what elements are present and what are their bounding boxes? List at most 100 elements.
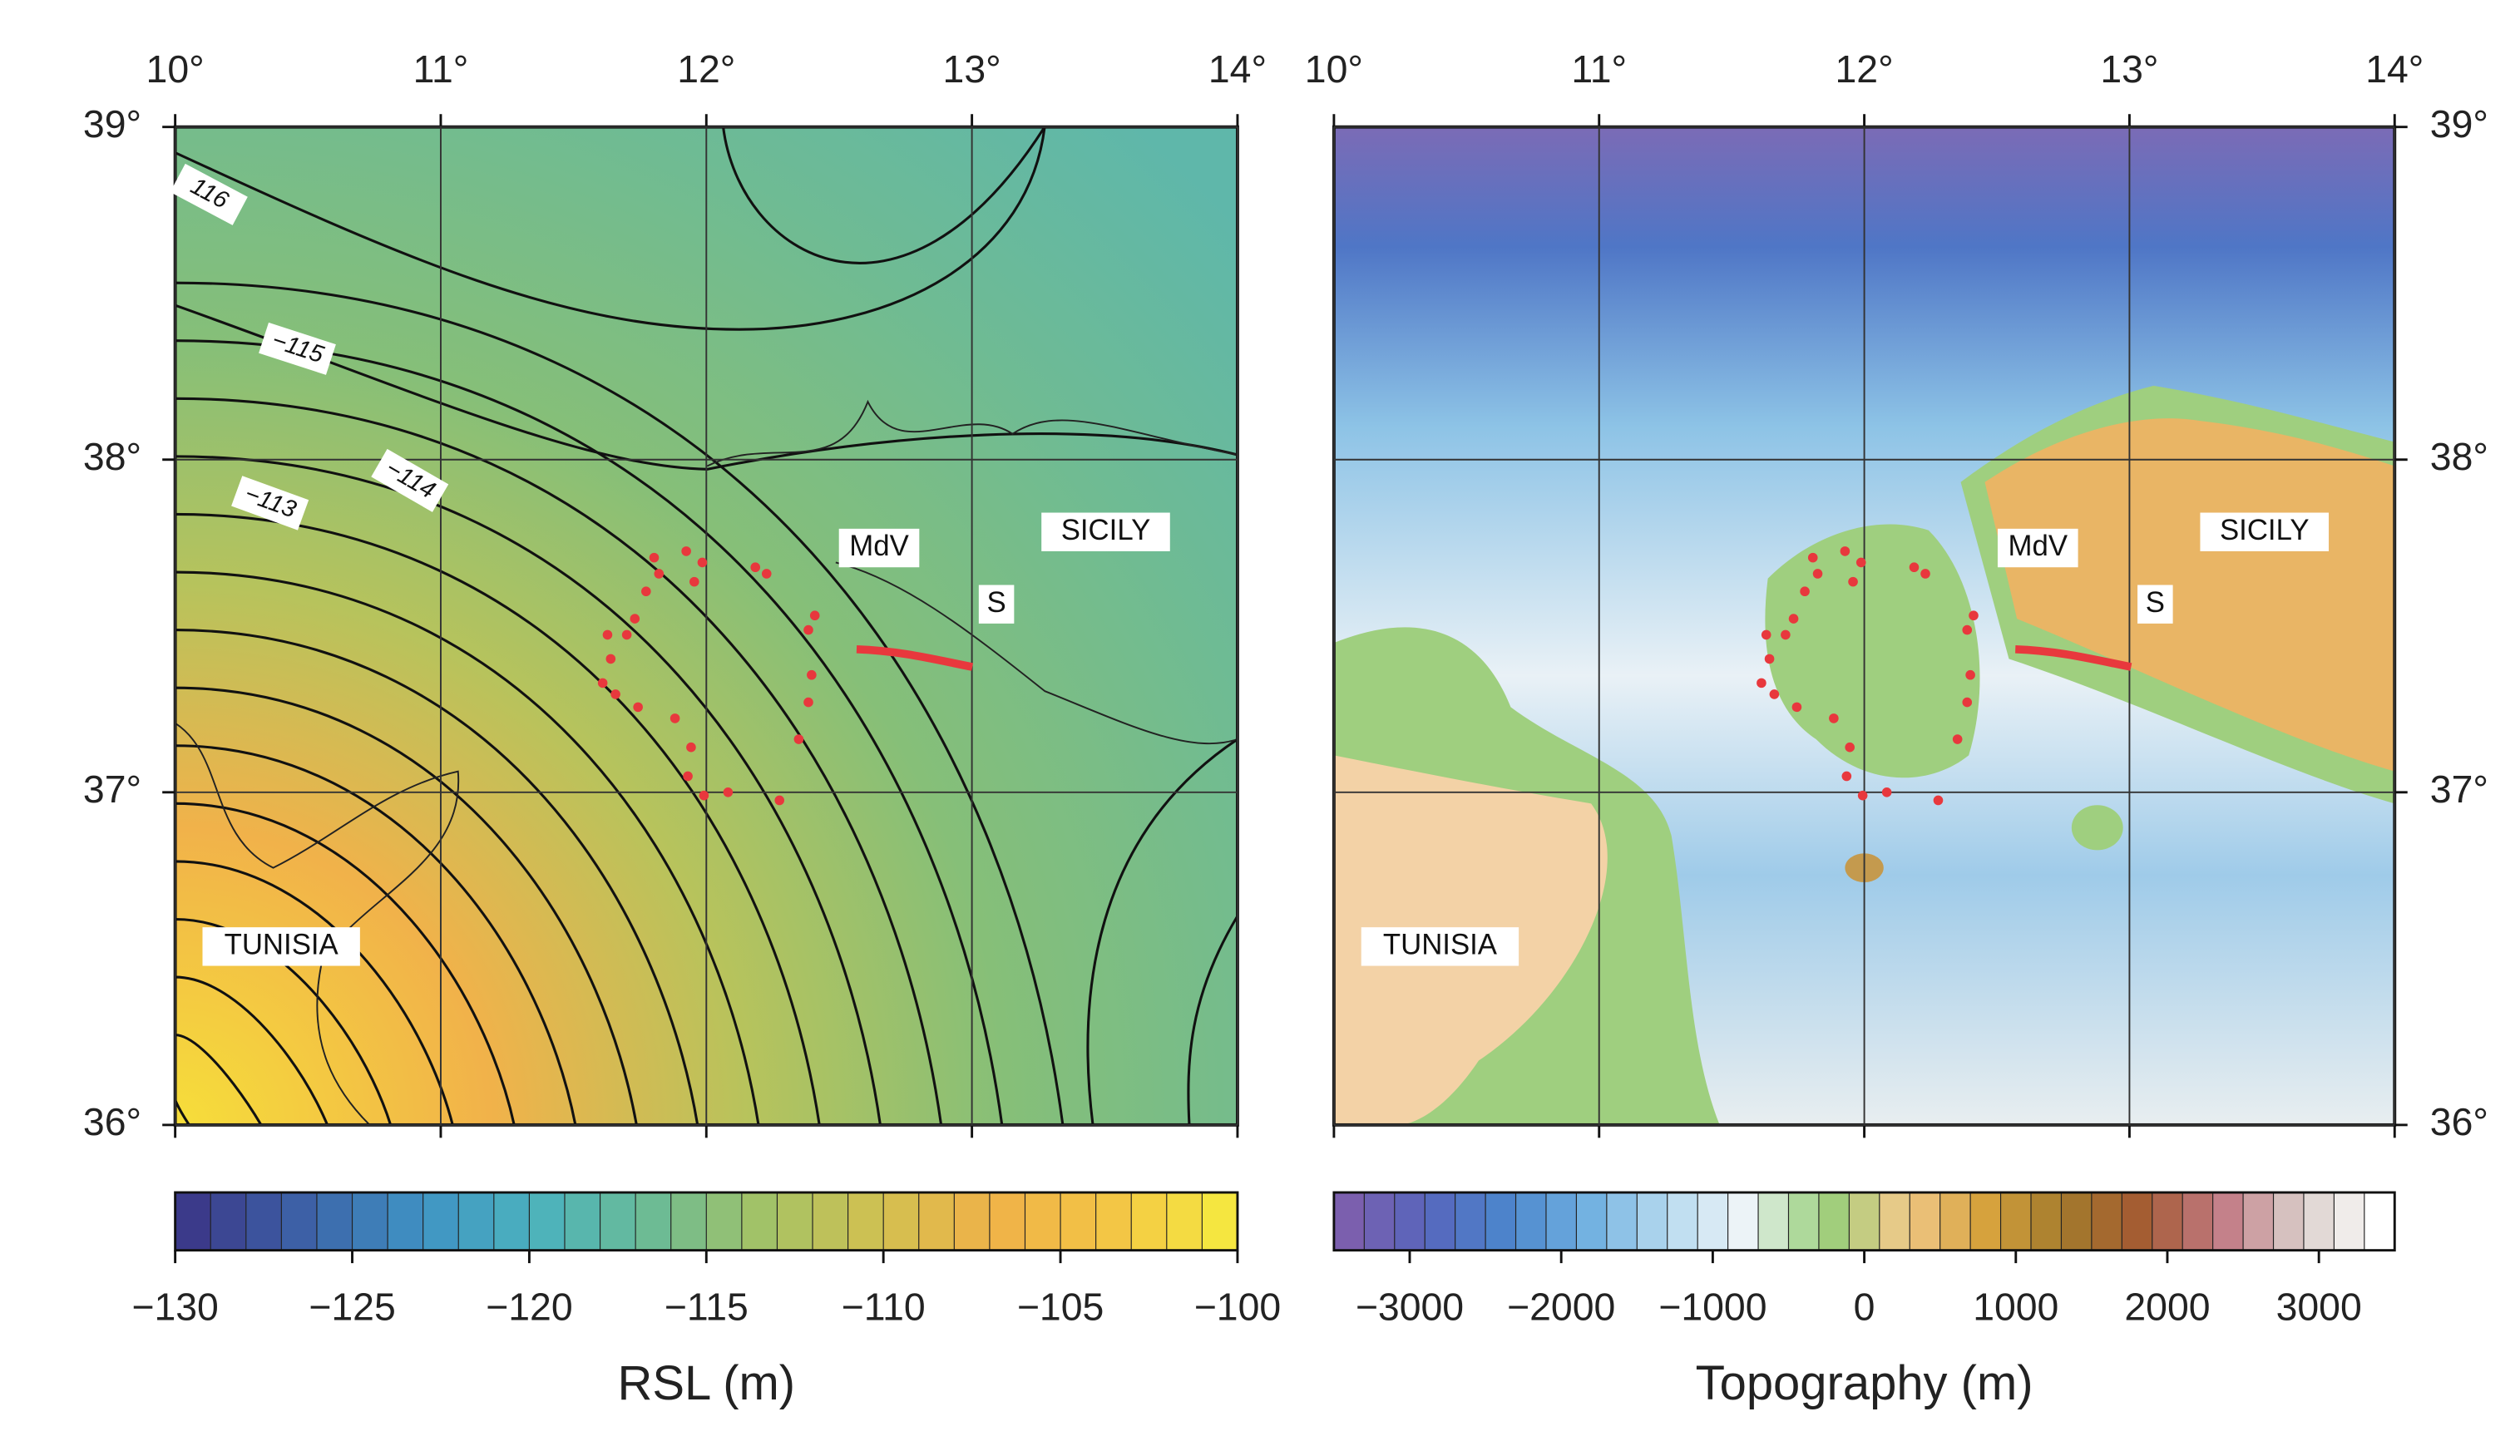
- lon-label: 14°: [2365, 47, 2424, 91]
- colorbar-swatch: [1130, 1192, 1168, 1251]
- sample-point: [689, 576, 699, 587]
- colorbar-title: RSL (m): [617, 1357, 795, 1410]
- colorbar-swatch: [2303, 1192, 2335, 1251]
- sample-point: [1800, 586, 1810, 597]
- lat-label: 38°: [83, 435, 141, 478]
- colorbar-swatch: [175, 1192, 212, 1251]
- colorbar-swatch: [528, 1192, 566, 1251]
- place-label: SICILY: [2220, 515, 2310, 546]
- contour-label-box: [259, 322, 336, 375]
- colorbar-swatch: [2333, 1192, 2365, 1251]
- colorbar-swatch: [351, 1192, 389, 1251]
- place-label: S: [2146, 587, 2165, 619]
- colorbar-swatch: [1606, 1192, 1638, 1251]
- sample-point: [1845, 742, 1855, 753]
- colorbar-swatch: [2272, 1192, 2305, 1251]
- colorbar-frame: [1332, 1191, 2396, 1252]
- place-box: [2137, 585, 2173, 624]
- sample-point: [1840, 546, 1850, 556]
- colorbar-swatch: [2121, 1192, 2153, 1251]
- colorbar-swatch: [2242, 1192, 2275, 1251]
- contour: [175, 975, 329, 1125]
- colorbar-swatch: [918, 1192, 956, 1251]
- colorbar-swatch: [847, 1192, 885, 1251]
- contour: [175, 860, 454, 1125]
- colorbar-label: −1000: [1658, 1285, 1766, 1328]
- land-right: [1333, 385, 2395, 1125]
- sample-point: [697, 557, 708, 568]
- colorbar-swatch: [741, 1192, 778, 1251]
- place-box: [1997, 528, 2078, 568]
- colorbar-label: −125: [309, 1285, 395, 1328]
- sample-point: [1807, 552, 1818, 563]
- sample-point: [1933, 795, 1944, 806]
- colorbar-swatch: [1909, 1192, 1941, 1251]
- colorbar-swatch: [2091, 1192, 2123, 1251]
- shelf: [1765, 524, 1980, 778]
- colorbar-swatch: [2212, 1192, 2245, 1251]
- sample-point: [1965, 669, 1975, 680]
- colorbar-swatch: [1545, 1192, 1578, 1251]
- contour: [175, 455, 882, 1125]
- sample-point: [654, 569, 665, 579]
- lon-label: 12°: [677, 47, 735, 91]
- sample-point: [1764, 654, 1775, 664]
- lon-label: 14°: [1208, 47, 1267, 91]
- sample-point: [1969, 610, 1979, 621]
- sample-point: [793, 734, 804, 744]
- place-label: TUNISIA: [225, 930, 339, 961]
- contour: [175, 802, 516, 1125]
- colorbar-swatch: [564, 1192, 601, 1251]
- colorbar-swatch: [2152, 1192, 2184, 1251]
- lon-label: 13°: [2100, 47, 2158, 91]
- sample-point: [686, 742, 696, 753]
- colorbar-swatch: [812, 1192, 849, 1251]
- colorbar-swatch: [1363, 1192, 1396, 1251]
- colorbar-label: −130: [131, 1285, 218, 1328]
- colorbar-swatch: [245, 1192, 283, 1251]
- colorbar-swatch: [1424, 1192, 1456, 1251]
- contour: [175, 629, 699, 1125]
- sample-point: [649, 552, 660, 563]
- place-label: MdV: [2009, 531, 2068, 562]
- colorbar-swatch: [1060, 1192, 1097, 1251]
- sample-point: [1788, 614, 1799, 624]
- sample-point: [1791, 702, 1802, 713]
- colorbar-swatch: [776, 1192, 814, 1251]
- sample-point: [809, 610, 820, 621]
- colorbar-swatch: [1818, 1192, 1850, 1251]
- contour-label-box: [371, 448, 449, 512]
- sample-track: [2015, 644, 2132, 671]
- colorbar-label: 2000: [2124, 1285, 2210, 1328]
- colorbar-label: −2000: [1507, 1285, 1615, 1328]
- sample-point: [761, 569, 772, 579]
- colorbar-swatch: [1455, 1192, 1487, 1251]
- sample-point: [1812, 569, 1823, 579]
- lon-label: 13°: [943, 47, 1001, 91]
- coast-left: [175, 399, 1238, 1125]
- colorbar-label: 0: [1854, 1285, 1875, 1328]
- sample-point: [803, 697, 813, 708]
- colorbar-frame: [174, 1191, 1239, 1252]
- colorbar-swatch: [1787, 1192, 1821, 1251]
- colorbar-swatch: [1999, 1192, 2033, 1251]
- sample-point: [1848, 576, 1858, 587]
- contour: [1086, 738, 1238, 1125]
- colorbar-label: −3000: [1356, 1285, 1464, 1328]
- sample-point: [803, 624, 813, 635]
- sample-point: [1857, 790, 1868, 801]
- lat-label: 37°: [83, 767, 141, 811]
- place-label: MdV: [849, 531, 909, 562]
- sample-point: [807, 669, 817, 680]
- place-box: [838, 528, 920, 568]
- colorbar-swatch: [1848, 1192, 1880, 1251]
- contour: [175, 397, 943, 1125]
- island: [2071, 805, 2123, 851]
- sample-point: [699, 790, 709, 801]
- colorbar-swatch: [1879, 1192, 1911, 1251]
- colorbar-swatch: [422, 1192, 460, 1251]
- contour-label-box: [231, 476, 309, 531]
- lat-label: 37°: [2430, 767, 2488, 811]
- colorbar-swatch: [1394, 1192, 1426, 1251]
